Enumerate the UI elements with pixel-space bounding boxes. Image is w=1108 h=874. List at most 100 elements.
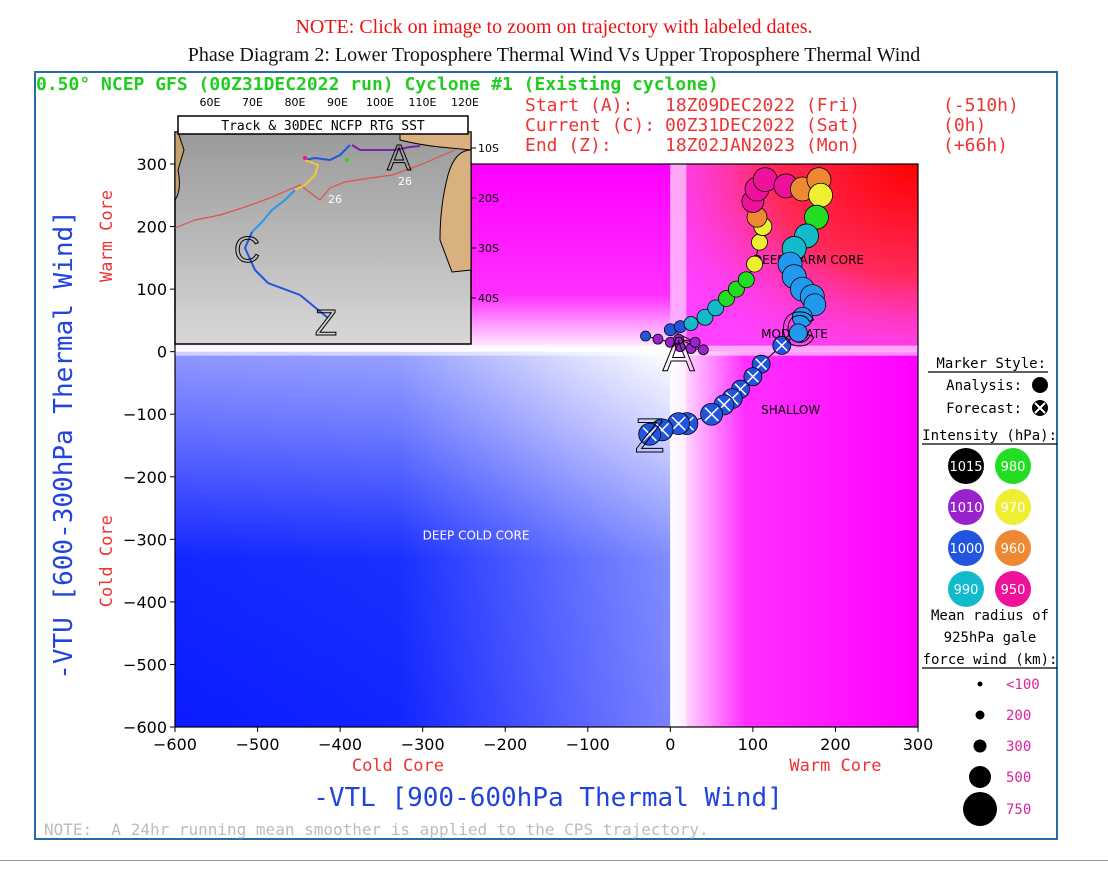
y-axis-label: -VTU [600-300hPa Thermal Wind] [49, 210, 79, 680]
forecast-cross [755, 358, 768, 371]
inset-lon-label: 60E [200, 96, 221, 109]
region-label: DEEP COLD CORE [423, 528, 530, 542]
time-date: 00Z31DEC2022 (Sat) [665, 115, 860, 136]
figure-frame [34, 71, 1058, 840]
legend-intensity-value: 1000 [949, 542, 982, 557]
diagram-title: Phase Diagram 2: Lower Troposphere Therm… [187, 44, 921, 66]
legend-intensity-swatch [948, 530, 984, 566]
forecast-cross [642, 427, 657, 442]
legend-intensity-value: 970 [1001, 501, 1026, 516]
forecast-cross [671, 416, 686, 431]
x-tick-label: −200 [483, 735, 527, 754]
inset-lon-label: 110E [409, 96, 437, 109]
inset-letter-a: A [387, 137, 411, 178]
legend-radius-marker [977, 681, 983, 687]
inset-sst-label: 26 [328, 193, 342, 206]
legend-marker-title: Marker Style: [936, 356, 1046, 372]
inset-lat-labels: 10S 20S 30S 40S [471, 142, 499, 305]
x-axis-label: -VTL [900-600hPa Thermal Wind] [313, 783, 783, 813]
time-label: Current (C): [525, 115, 655, 136]
legend-radius-title: Mean radius of [931, 608, 1049, 624]
bottom-divider [0, 860, 1108, 861]
time-offset: (+66h) [943, 135, 1008, 156]
click-note: NOTE: Click on image to zoom on trajecto… [295, 16, 813, 38]
trajectory-point [640, 330, 651, 342]
x-tick-label: −600 [153, 735, 197, 754]
time-offset: (-510h) [943, 95, 1019, 116]
y-tick-label: 100 [136, 280, 167, 299]
inset-track [351, 144, 421, 151]
x-tick-label: −400 [318, 735, 362, 754]
track-letter-c: C [781, 303, 816, 356]
legend-radius-value: <100 [1006, 677, 1040, 693]
inset-lat-label: 20S [478, 192, 499, 205]
time-date: 18Z02JAN2023 (Mon) [665, 135, 860, 156]
y-tick-label: −200 [123, 468, 167, 487]
time-offset: (0h) [943, 115, 986, 136]
x-side-label-cold: Cold Core [352, 756, 444, 776]
trajectory-point [696, 308, 714, 326]
inset-lat-label: 30S [478, 242, 499, 255]
trajectory: A C Z [635, 167, 833, 463]
trajectory-point [697, 344, 709, 356]
land-australia [439, 149, 472, 273]
y-tick-label: −600 [123, 718, 167, 737]
track-letter-z: Z [635, 410, 664, 463]
run-info: 0.50° NCEP GFS (00Z31DEC2022 run) Cyclon… [36, 74, 719, 95]
track-inset: Track & 30DEC NCFP RTG SST A C Z 26 26 6… [174, 96, 499, 345]
x-tick-label: 200 [820, 735, 851, 754]
inset-lon-labels: 60E 70E 80E 90E 100E 110E 120E [200, 96, 479, 109]
legend-radius-value: 750 [1006, 802, 1031, 818]
zero-y-band [175, 345, 918, 356]
inset-lon-label: 70E [242, 96, 263, 109]
region-label: SHALLOW [761, 403, 820, 417]
inset-lon-label: 120E [451, 96, 479, 109]
inset-lon-label: 100E [366, 96, 394, 109]
plot-border [174, 163, 919, 728]
legend-intensity-swatch [995, 571, 1031, 607]
time-block: Start (A): 18Z09DEC2022 (Fri) (-510h) Curre… [525, 95, 1019, 156]
forecast-cross [746, 370, 759, 383]
legend-radius-marker [975, 710, 985, 720]
trajectory-point [788, 323, 808, 343]
legend-intensity-swatch [948, 448, 984, 484]
x-side-label-warm: Warm Core [789, 756, 881, 776]
legend-radius-value: 300 [1006, 739, 1031, 755]
footer-note: NOTE: A 24hr running mean smoother is ap… [44, 820, 709, 839]
legend-intensity-value: 950 [1001, 583, 1026, 598]
legend: Marker Style: Analysis: Forecast: Intensity… [922, 356, 1057, 826]
legend-intensity-swatch [948, 571, 984, 607]
legend-intensity-value: 980 [1001, 460, 1026, 475]
legend-analysis-label: Analysis: [946, 378, 1022, 394]
legend-intensity-title: Intensity (hPa): [922, 428, 1057, 444]
legend-radius-title: 925hPa gale [944, 630, 1037, 646]
time-date: 18Z09DEC2022 (Fri) [665, 95, 860, 116]
legend-intensity-swatch [995, 489, 1031, 525]
trajectory-point [751, 233, 768, 251]
legend-intensity-swatch [995, 448, 1031, 484]
legend-radius-value: 200 [1006, 708, 1031, 724]
legend-forecast-cross [1034, 402, 1046, 414]
x-tick-label: −300 [401, 735, 445, 754]
trajectory-point [652, 333, 664, 345]
legend-radius-title: force wind (km): [923, 652, 1058, 668]
x-tick-label: −100 [566, 735, 610, 754]
inset-sst-label: 26 [398, 175, 412, 188]
y-tick-label: −100 [123, 405, 167, 424]
axes: −600 −500 −400 −300 −200 −100 0 100 200 300 −600 −5… [49, 155, 933, 813]
legend-radius-marker [969, 766, 991, 788]
trajectory-point [683, 316, 699, 331]
region-cold-blend [175, 351, 671, 727]
y-tick-label: −400 [123, 593, 167, 612]
legend-intensity-swatch [995, 530, 1031, 566]
inset-letter-z: Z [315, 302, 337, 343]
y-tick-label: 0 [157, 343, 167, 362]
trajectory-point [737, 271, 755, 289]
y-side-label-cold: Cold Core [97, 515, 117, 607]
legend-intensity-swatch [948, 489, 984, 525]
legend-forecast-label: Forecast: [946, 401, 1022, 417]
legend-radius-value: 500 [1006, 770, 1031, 786]
y-tick-label: 200 [136, 218, 167, 237]
y-side-label-warm: Warm Core [97, 190, 117, 282]
